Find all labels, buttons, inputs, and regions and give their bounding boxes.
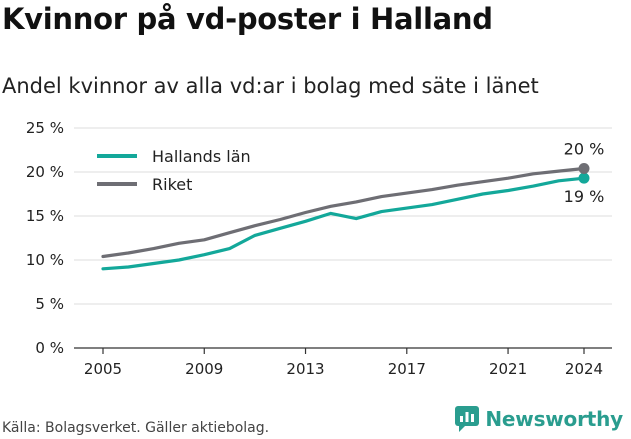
chart-subtitle: Andel kvinnor av alla vd:ar i bolag med … — [2, 74, 539, 98]
y-tick-label: 0 % — [35, 339, 64, 357]
brand-name: Newsworthy — [485, 407, 623, 431]
brand-logo[interactable]: Newsworthy — [455, 406, 623, 432]
x-tick-label: 2017 — [388, 360, 426, 378]
x-tick-label: 2021 — [489, 360, 527, 378]
y-tick-label: 15 % — [26, 207, 64, 225]
y-tick-label: 5 % — [35, 295, 64, 313]
source-note: Källa: Bolagsverket. Gäller aktiebolag. — [2, 420, 270, 436]
end-value-label: 20 % — [564, 139, 605, 158]
end-point-marker — [578, 162, 590, 174]
x-tick-label: 2013 — [286, 360, 324, 378]
series-line-hallands-lan — [101, 176, 586, 271]
x-tick-label: 2024 — [565, 360, 603, 378]
y-tick-label: 25 % — [26, 119, 64, 137]
newsworthy-logo-icon — [455, 406, 480, 432]
y-tick-label: 10 % — [26, 251, 64, 269]
chart-title: Kvinnor på vd-poster i Halland — [2, 2, 493, 36]
end-point-marker — [578, 172, 590, 184]
legend-label: Riket — [152, 175, 192, 194]
x-tick-label: 2005 — [84, 360, 122, 378]
end-value-label: 19 % — [564, 187, 605, 206]
y-tick-label: 20 % — [26, 163, 64, 181]
series-line-riket — [101, 166, 586, 259]
legend-label: Hallands län — [152, 147, 251, 166]
x-tick-label: 2009 — [185, 360, 223, 378]
